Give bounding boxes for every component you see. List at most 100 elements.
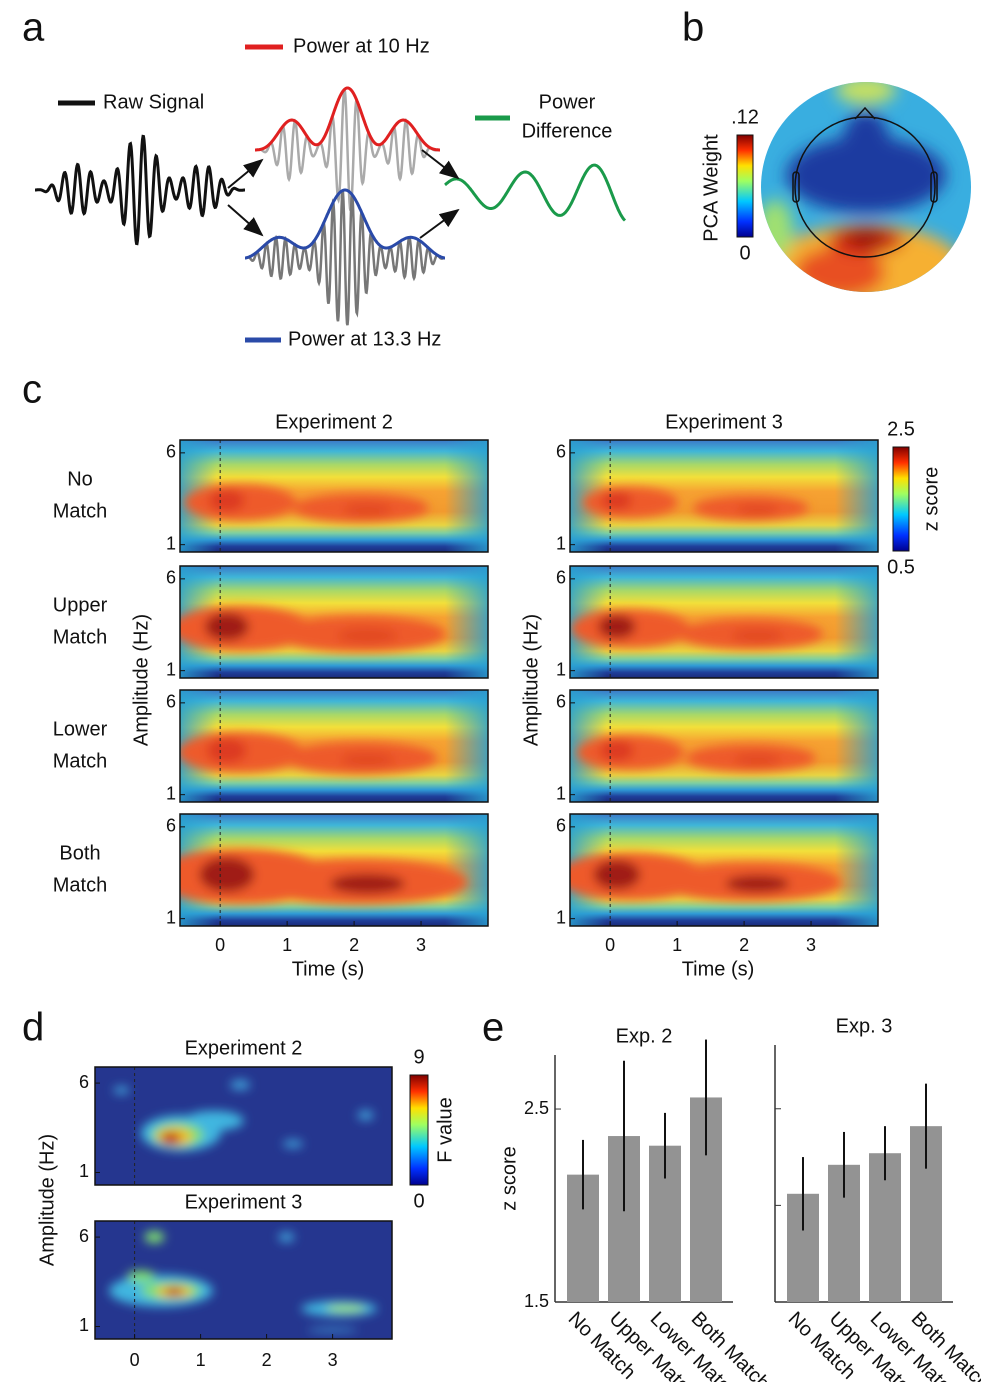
blob bbox=[183, 1110, 244, 1131]
blob bbox=[737, 504, 778, 516]
panel-label: e bbox=[482, 1006, 504, 1050]
colorbar bbox=[409, 1074, 429, 1186]
blob bbox=[127, 1270, 156, 1283]
heatmap bbox=[180, 566, 488, 678]
heatmap-frame bbox=[179, 813, 489, 927]
y-tick-label: 1 bbox=[166, 533, 176, 553]
panel-label: d bbox=[22, 1006, 44, 1050]
row-label: Lower bbox=[53, 718, 108, 740]
y-tick-label: 6 bbox=[556, 442, 566, 462]
y-tick-label: 6 bbox=[79, 1072, 89, 1092]
blobs bbox=[180, 606, 446, 652]
chart-title: Exp. 2 bbox=[616, 1025, 673, 1047]
blobs bbox=[180, 732, 438, 775]
blob bbox=[734, 753, 781, 766]
y-tick-label: 1 bbox=[166, 907, 176, 927]
row-label: No bbox=[67, 468, 93, 490]
blobs bbox=[570, 609, 824, 650]
heatmap bbox=[180, 690, 488, 802]
chart-title: Exp. 3 bbox=[836, 1015, 893, 1037]
y-tick-label: 6 bbox=[166, 692, 176, 712]
y-tick-label: 6 bbox=[556, 816, 566, 836]
heatmap bbox=[570, 814, 878, 926]
x-tick-label: 2 bbox=[262, 1350, 272, 1370]
blob bbox=[593, 859, 641, 890]
blob bbox=[204, 612, 249, 641]
y-tick-label: 6 bbox=[166, 816, 176, 836]
y-tick-label: 1 bbox=[79, 1315, 89, 1335]
legend-label: Raw Signal bbox=[103, 91, 204, 113]
topomap bbox=[761, 82, 971, 292]
blobs bbox=[576, 735, 816, 772]
x-tick-label: 1 bbox=[196, 1350, 206, 1370]
x-axis-label: Time (s) bbox=[292, 958, 365, 980]
colorbar-tick-label: 2.5 bbox=[887, 418, 915, 440]
colorbar bbox=[892, 446, 910, 552]
blob bbox=[160, 1132, 181, 1145]
x-tick-label: 1 bbox=[282, 935, 292, 955]
blob bbox=[601, 491, 632, 511]
blobs bbox=[582, 487, 809, 521]
blobs bbox=[180, 848, 468, 905]
plot-title: Experiment 2 bbox=[185, 1037, 303, 1059]
y-tick-label: 1 bbox=[166, 659, 176, 679]
y-axis-label: z score bbox=[498, 1146, 520, 1210]
x-tick-label: 0 bbox=[130, 1350, 140, 1370]
legend-label: Power at 10 Hz bbox=[293, 35, 430, 57]
row-label: Match bbox=[53, 626, 107, 648]
colorbar-label: PCA Weight bbox=[700, 134, 722, 242]
blob bbox=[357, 1110, 374, 1121]
colorbar bbox=[736, 134, 754, 238]
x-tick-label: 1 bbox=[672, 935, 682, 955]
heatmap bbox=[180, 440, 488, 552]
power-difference-wave bbox=[444, 163, 627, 222]
heatmap bbox=[570, 690, 878, 802]
column-title: Experiment 2 bbox=[275, 411, 393, 433]
y-tick-label: 1 bbox=[556, 783, 566, 803]
blob bbox=[307, 1328, 358, 1333]
panel-label: a bbox=[22, 6, 45, 50]
head-outline bbox=[792, 106, 938, 258]
row-label: Match bbox=[53, 500, 107, 522]
blob bbox=[278, 1232, 295, 1243]
arrow bbox=[421, 149, 460, 180]
y-axis-label: Amplitude (Hz) bbox=[130, 614, 152, 746]
heatmap bbox=[95, 1067, 392, 1185]
heatmap-frame bbox=[569, 689, 879, 803]
colorbar-label: z score bbox=[920, 467, 942, 531]
heatmap-frame bbox=[179, 565, 489, 679]
legend-label: Power at 13.3 Hz bbox=[288, 328, 441, 350]
filtered-wave bbox=[245, 190, 445, 326]
y-tick-label: 6 bbox=[166, 568, 176, 588]
y-tick-label: 6 bbox=[166, 442, 176, 462]
y-tick-label: 2.5 bbox=[524, 1098, 549, 1118]
colorbar-tick-label: 0 bbox=[413, 1190, 424, 1212]
y-tick-label: 1 bbox=[556, 659, 566, 679]
heatmap-frame bbox=[569, 439, 879, 553]
blob bbox=[209, 489, 245, 512]
colorbar-tick-label: 0.5 bbox=[887, 556, 915, 578]
heatmap-frame bbox=[179, 439, 489, 553]
y-tick-label: 1 bbox=[556, 533, 566, 553]
y-tick-label: 6 bbox=[556, 692, 566, 712]
row-label: Both bbox=[59, 842, 100, 864]
blob bbox=[230, 1079, 251, 1090]
blob bbox=[325, 1304, 366, 1313]
heatmap-frame bbox=[179, 689, 489, 803]
arrow bbox=[227, 158, 264, 189]
blob bbox=[113, 1086, 130, 1095]
y-tick-label: 1 bbox=[79, 1161, 89, 1181]
y-tick-label: 6 bbox=[79, 1226, 89, 1246]
raw-signal-wave bbox=[35, 134, 245, 246]
blob bbox=[343, 503, 392, 517]
heatmap-frame bbox=[569, 565, 879, 679]
arrow bbox=[419, 208, 460, 239]
x-tick-label: 3 bbox=[328, 1350, 338, 1370]
blob bbox=[283, 1139, 303, 1148]
colorbar-tick-label: 0 bbox=[739, 242, 750, 264]
y-tick-label: 1 bbox=[556, 907, 566, 927]
colorbar-tick-label: 9 bbox=[413, 1046, 424, 1068]
column-title: Experiment 3 bbox=[665, 411, 783, 433]
arrow bbox=[227, 204, 264, 237]
